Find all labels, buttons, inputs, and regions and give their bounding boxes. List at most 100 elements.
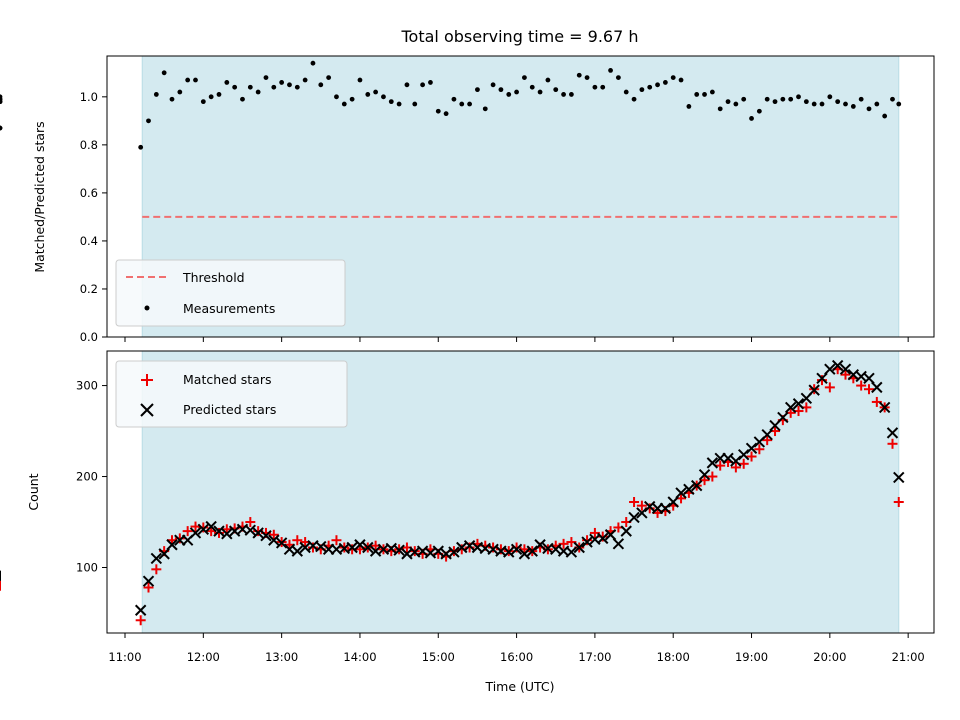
matched-star-point — [464, 542, 475, 553]
measurement-point — [373, 89, 379, 95]
measurement-point — [843, 101, 848, 107]
measurement-point — [764, 96, 770, 102]
predicted-star-point — [893, 471, 905, 484]
matched-star-point — [817, 375, 828, 386]
predicted-star-point — [534, 539, 546, 551]
measurement-point — [287, 82, 292, 88]
predicted-star-point — [150, 552, 163, 565]
matched-star-point — [182, 526, 193, 537]
predicted-stars-points — [0, 359, 905, 616]
predicted-star-point — [597, 532, 609, 545]
predicted-star-point — [221, 528, 233, 540]
y-tick-label: 200 — [76, 470, 98, 484]
predicted-star-point — [581, 536, 593, 548]
measurement-point — [514, 89, 519, 95]
matched-star-point — [292, 535, 303, 546]
measurement-point — [655, 82, 660, 88]
matched-star-point — [754, 444, 765, 455]
x-tick-label: 13:00 — [265, 650, 298, 664]
measurement-point — [670, 75, 676, 81]
measurement-point — [498, 87, 504, 93]
measurement-point — [177, 89, 183, 95]
predicted-star-point — [244, 524, 257, 536]
top-y-ticks: 0.0 0.2 0.4 0.6 0.8 1.0 — [80, 90, 107, 344]
measurement-point — [279, 80, 285, 85]
predicted-star-point — [189, 527, 202, 539]
predicted-star-point — [730, 455, 742, 467]
y-tick-label: 0.2 — [80, 282, 98, 296]
x-tick-label: 12:00 — [187, 650, 220, 664]
measurement-point — [459, 101, 465, 107]
measurement-point — [232, 84, 238, 90]
measurement-point — [615, 75, 621, 81]
predicted-star-point — [346, 541, 358, 554]
measurement-point — [294, 84, 300, 90]
matched-star-point — [738, 458, 749, 469]
predicted-star-point — [432, 545, 444, 557]
predicted-star-point — [628, 511, 640, 524]
predicted-star-point — [667, 496, 679, 508]
measurement-point — [592, 84, 598, 90]
predicted-star-point — [518, 548, 531, 560]
matched-star-point — [135, 615, 146, 626]
measurement-point — [153, 92, 159, 97]
predicted-star-point — [205, 520, 217, 533]
predicted-star-point — [448, 546, 460, 558]
measurements-legend-swatch — [144, 305, 150, 311]
measurement-point — [326, 75, 332, 81]
predicted-star-point — [839, 363, 852, 375]
y-tick-label: 0.8 — [80, 138, 98, 152]
bottom-legend-box — [115, 360, 348, 428]
measurement-point — [349, 96, 355, 102]
measurement-point — [200, 99, 206, 105]
x-tick-label: 19:00 — [735, 650, 768, 664]
bottom-y-axis-label: Count — [26, 473, 41, 510]
measurement-point — [0, 94, 3, 100]
measurement-point — [381, 94, 386, 100]
top-axes-frame — [106, 55, 935, 338]
y-tick-label: 1.0 — [80, 90, 98, 104]
predicted-star-point — [706, 457, 719, 469]
measurement-point — [428, 80, 433, 85]
measurement-point — [208, 94, 214, 100]
x-axis-label: Time (UTC) — [484, 679, 554, 694]
predicted-star-point — [213, 525, 225, 537]
predicted-star-point — [612, 538, 625, 550]
matched-star-point — [245, 517, 256, 528]
measurement-point — [819, 101, 825, 107]
measurement-point — [725, 99, 731, 105]
matched-star-point — [151, 564, 162, 575]
x-tick-label: 11:00 — [108, 650, 141, 664]
measurement-point — [702, 92, 707, 97]
matched-star-point — [762, 435, 773, 446]
measurement-point — [584, 75, 590, 81]
measurement-point — [247, 84, 253, 90]
predicted-star-point — [362, 541, 374, 554]
threshold-legend-label: Threshold — [182, 270, 245, 285]
measurement-point — [161, 70, 167, 76]
predicted-star-point — [792, 398, 805, 410]
matched-star-point — [746, 451, 757, 462]
measurement-point — [271, 84, 277, 90]
measurement-point — [882, 113, 888, 119]
measurement-point — [850, 104, 856, 109]
measurement-point — [146, 118, 151, 124]
predicted-star-point — [573, 541, 585, 554]
measurements-legend-label: Measurements — [183, 301, 275, 316]
matched-star-point — [331, 535, 342, 546]
measurement-point — [138, 144, 144, 150]
measurement-point — [193, 77, 198, 83]
chart-title: Total observing time = 9.67 h — [400, 27, 638, 46]
predicted-star-point — [824, 363, 836, 375]
measurement-point — [858, 96, 864, 102]
matched-star-point — [856, 380, 867, 391]
measurement-point — [522, 75, 527, 81]
measurement-point — [396, 101, 402, 107]
measurement-point — [662, 80, 668, 85]
measurement-point — [0, 99, 3, 105]
measurement-point — [741, 96, 747, 102]
matched-star-point — [582, 535, 593, 546]
predicted-star-point — [636, 507, 648, 519]
predicted-star-point — [526, 545, 538, 557]
